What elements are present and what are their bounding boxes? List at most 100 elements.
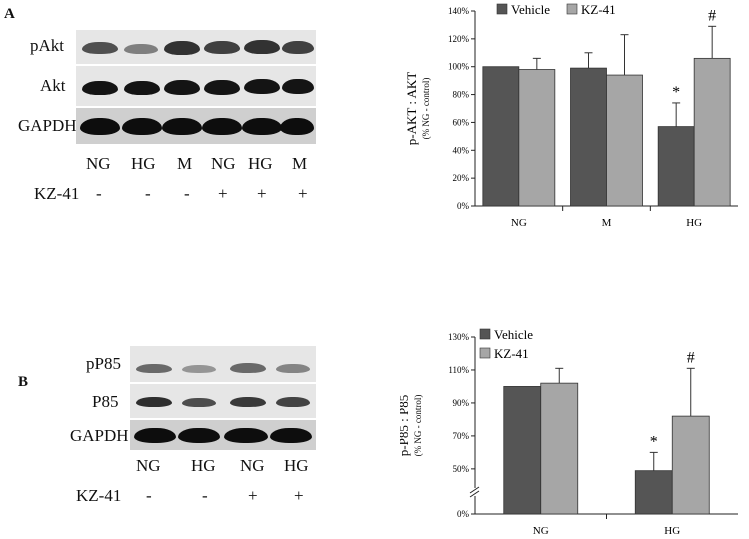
- y-tick-label: 90%: [453, 398, 470, 408]
- band: [124, 81, 160, 95]
- legend-swatch: [496, 3, 508, 15]
- treatment-label: KZ-41: [34, 184, 80, 203]
- treatment-sign: -: [96, 184, 102, 203]
- y-tick-label: 0%: [457, 201, 470, 211]
- bar-vehicle: [503, 386, 542, 515]
- treatment-sign: -: [202, 486, 208, 505]
- axis-break-mark: [469, 490, 480, 498]
- band: [82, 42, 118, 54]
- band: [204, 41, 240, 54]
- band: [230, 397, 266, 407]
- treatment-sign: -: [145, 184, 151, 203]
- band: [202, 118, 242, 135]
- legend-label: Vehicle: [511, 2, 550, 17]
- band: [182, 365, 216, 373]
- treatment-label-b: KZ-41: [76, 486, 122, 505]
- lane-label: HG: [131, 154, 156, 173]
- band: [124, 44, 158, 54]
- significance-marker: *: [650, 433, 658, 450]
- bar-kz-41: [671, 415, 710, 515]
- band: [244, 79, 280, 94]
- band: [178, 428, 220, 443]
- treatment-sign: +: [298, 184, 308, 203]
- band: [136, 364, 172, 373]
- band: [270, 428, 312, 443]
- lane-label: M: [177, 154, 193, 173]
- y-tick-label: 40%: [453, 145, 470, 155]
- band: [282, 41, 314, 54]
- panel-b-label: B: [18, 374, 29, 390]
- y-axis-label: p-P85 : P85: [400, 395, 411, 456]
- lane-label: NG: [136, 456, 161, 475]
- band: [164, 41, 200, 55]
- y-axis-sublabel: (% NG - control): [413, 395, 423, 457]
- blot-strip-akt: [76, 66, 316, 106]
- y-axis-label: p-AKT : AKT: [404, 72, 419, 145]
- bar-kz-41: [540, 382, 579, 515]
- axis-break-gap: [470, 488, 480, 496]
- axis-break-mark: [469, 486, 480, 494]
- y-tick-label: 120%: [448, 34, 470, 44]
- lane-label: HG: [284, 456, 309, 475]
- band: [276, 397, 310, 407]
- significance-marker: #: [708, 7, 716, 24]
- band: [244, 40, 280, 54]
- legend-swatch: [479, 347, 491, 359]
- y-tick-label: 140%: [448, 6, 470, 16]
- lane-label: NG: [240, 456, 265, 475]
- legend-label: KZ-41: [581, 2, 616, 17]
- x-tick-label: NG: [511, 217, 527, 229]
- y-tick-label: 50%: [453, 464, 470, 474]
- bar-vehicle: [634, 470, 673, 515]
- lane-label: HG: [248, 154, 273, 173]
- y-tick-label: 80%: [453, 90, 470, 100]
- band: [136, 397, 172, 407]
- chart-pp85-p85: 0% 50% 70% 90% 110% 130% p-P85 : P85(% NG - co…: [400, 327, 738, 537]
- y-tick-label: 110%: [448, 365, 469, 375]
- y-tick-label: 100%: [448, 62, 470, 72]
- bar-vehicle: [570, 67, 607, 207]
- treatment-sign: +: [257, 184, 267, 203]
- y-tick-label: 70%: [453, 431, 470, 441]
- chart-pakt-akt: 0% 20% 40% 60% 80% 100% 120% 140% p-AKT : AKT (% …: [404, 2, 738, 229]
- band: [162, 118, 202, 135]
- x-tick-label: HG: [686, 217, 702, 229]
- blot-strip-pakt: [76, 30, 316, 64]
- blot-label-p85: P85: [92, 392, 119, 411]
- legend-swatch: [566, 3, 578, 15]
- blot-strip-p85: [130, 384, 316, 418]
- bar-kz-41: [518, 69, 556, 207]
- significance-marker: *: [672, 84, 680, 101]
- lane-label: NG: [86, 154, 111, 173]
- blot-strip-pp85: [130, 346, 316, 382]
- x-tick-label: NG: [533, 525, 549, 537]
- y-tick-label: 0%: [457, 509, 470, 519]
- lane-label: M: [292, 154, 308, 173]
- x-tick-label: M: [602, 217, 612, 229]
- lane-label: HG: [191, 456, 216, 475]
- y-axis-sublabel: (% NG - control): [421, 78, 431, 140]
- band: [82, 81, 118, 95]
- blot-strip-gapdh-b: [130, 420, 316, 450]
- band: [276, 364, 310, 373]
- legend-swatch: [479, 328, 491, 340]
- band: [242, 118, 282, 135]
- lane-label: NG: [211, 154, 236, 173]
- band: [182, 398, 216, 407]
- band: [280, 118, 314, 135]
- band: [224, 428, 268, 443]
- band: [282, 79, 314, 94]
- band: [80, 118, 120, 135]
- bar-vehicle: [482, 66, 520, 207]
- band: [204, 80, 240, 95]
- legend-label: Vehicle: [494, 327, 533, 342]
- y-tick-label: 60%: [453, 117, 470, 127]
- legend-label: KZ-41: [494, 346, 529, 361]
- band: [134, 428, 176, 443]
- blot-label-gapdh-b: GAPDH: [70, 426, 129, 445]
- treatment-sign: -: [184, 184, 190, 203]
- bar-kz-41: [606, 74, 643, 207]
- bar-vehicle: [657, 126, 695, 207]
- blot-label-gapdh: GAPDH: [18, 116, 77, 135]
- band: [122, 118, 162, 135]
